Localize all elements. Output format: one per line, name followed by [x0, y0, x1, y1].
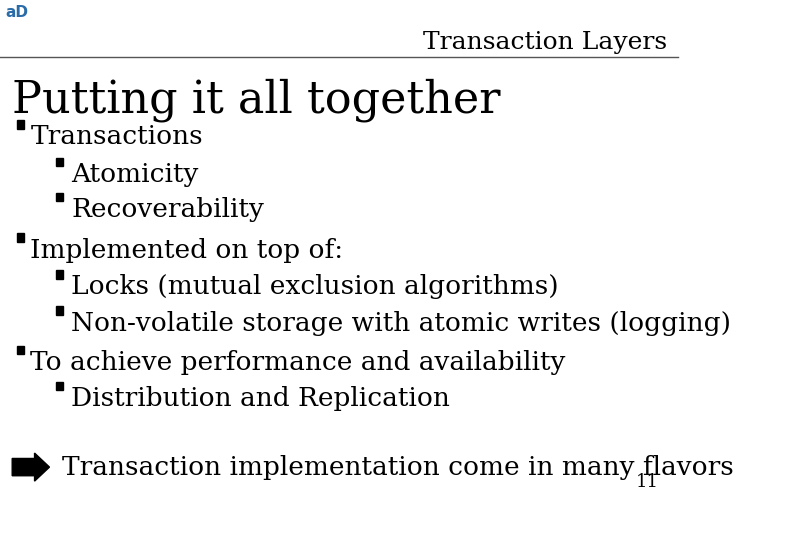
Text: Recoverability: Recoverability [71, 197, 264, 222]
Text: Putting it all together: Putting it all together [12, 78, 501, 122]
Text: Transaction implementation come in many flavors: Transaction implementation come in many … [63, 455, 734, 480]
FancyArrow shape [12, 453, 49, 481]
Text: aD: aD [6, 5, 29, 21]
Text: 11: 11 [636, 472, 659, 491]
Bar [17, 233, 24, 242]
Text: Atomicity: Atomicity [71, 162, 199, 187]
Text: Locks (mutual exclusion algorithms): Locks (mutual exclusion algorithms) [71, 274, 559, 299]
Bar [56, 306, 63, 315]
Bar [56, 270, 63, 279]
Bar [17, 120, 24, 129]
Bar [56, 193, 63, 201]
Text: Non-volatile storage with atomic writes (logging): Non-volatile storage with atomic writes … [71, 310, 731, 335]
Text: Transactions: Transactions [30, 124, 203, 149]
Text: Distribution and Replication: Distribution and Replication [71, 386, 450, 411]
Text: Transaction Layers: Transaction Layers [423, 31, 668, 55]
Bar [56, 382, 63, 390]
Bar [56, 158, 63, 166]
Text: To achieve performance and availability: To achieve performance and availability [30, 350, 565, 375]
Bar [17, 346, 24, 354]
Text: Implemented on top of:: Implemented on top of: [30, 238, 344, 262]
